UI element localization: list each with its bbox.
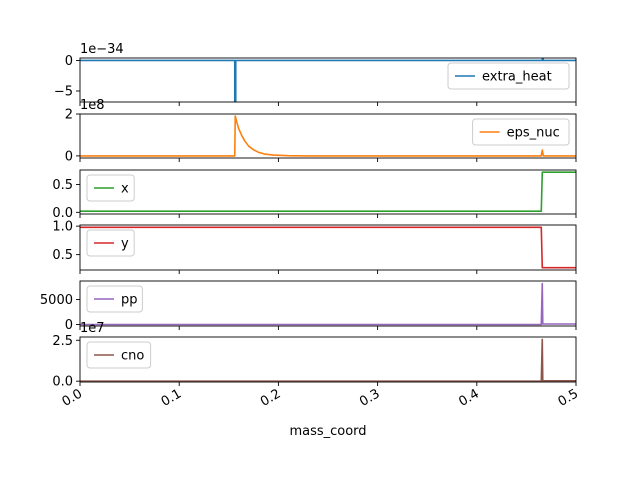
legend-pp: pp <box>86 285 143 313</box>
panels-group: 0 −5 1e−34 extra_heat 0 2 1e8 eps_nuc 0.0 0.5 x 1.0… <box>40 42 577 390</box>
legend-label: extra_heat <box>482 70 552 85</box>
series-line-x <box>80 171 576 213</box>
y-tick-label: 0.0 <box>52 375 73 390</box>
legend-label: pp <box>121 293 138 308</box>
panel-x: 0.0 0.5 x <box>52 169 577 221</box>
series-line-cno <box>80 338 576 382</box>
x-axis-label: mass_coord <box>289 424 366 439</box>
y-tick-label: 0.5 <box>52 248 73 263</box>
axes-frame <box>79 224 577 271</box>
series-line-eps_nuc <box>80 115 576 157</box>
legend-label: eps_nuc <box>507 126 560 141</box>
y-tick-label: 0 <box>65 149 73 164</box>
y-tick-label: −5 <box>54 85 73 100</box>
legend-label: cno <box>121 349 144 364</box>
legend-extra_heat: extra_heat <box>447 62 570 90</box>
series-line-extra_heat <box>80 58 576 103</box>
axes-frame <box>79 113 577 159</box>
series-line-y <box>80 226 576 269</box>
legend-box <box>86 285 143 313</box>
panel-eps_nuc: 0 2 1e8 eps_nuc <box>65 98 577 164</box>
y-tick-label: 0.0 <box>52 206 73 221</box>
legend-y: y <box>86 229 135 257</box>
y-tick-label: 0 <box>65 54 73 69</box>
y-tick-label: 5000 <box>40 293 73 308</box>
panel-y: 1.0 0.5 y <box>52 220 577 274</box>
legend-box <box>447 62 570 90</box>
y-tick-label: 0.5 <box>52 178 73 193</box>
legend-x: x <box>86 174 135 202</box>
series-line-pp <box>80 282 576 326</box>
panel-extra_heat: 0 −5 1e−34 extra_heat <box>54 42 577 106</box>
legend-label: y <box>121 237 129 252</box>
legend-label: x <box>121 182 129 197</box>
panel-cno: 2.5 0.0 1e7 cno <box>52 321 577 390</box>
y-tick-label: 2 <box>65 108 73 123</box>
legend-box <box>472 118 570 146</box>
legend-cno: cno <box>86 341 152 369</box>
legend-eps_nuc: eps_nuc <box>472 118 570 146</box>
scale-offset-label: 1e7 <box>80 321 105 336</box>
axes-frame <box>79 280 577 327</box>
axes-frame <box>79 57 577 103</box>
y-tick-label: 0 <box>65 318 73 333</box>
y-tick-label: 2.5 <box>52 334 73 349</box>
panel-pp: 5000 0 pp <box>40 280 577 333</box>
axes-frame <box>79 169 577 215</box>
axes-frame <box>79 336 577 383</box>
legend-box <box>86 341 152 369</box>
y-tick-label: 1.0 <box>52 220 73 235</box>
scale-offset-label: 1e−34 <box>80 42 124 57</box>
scale-offset-label: 1e8 <box>80 98 105 113</box>
